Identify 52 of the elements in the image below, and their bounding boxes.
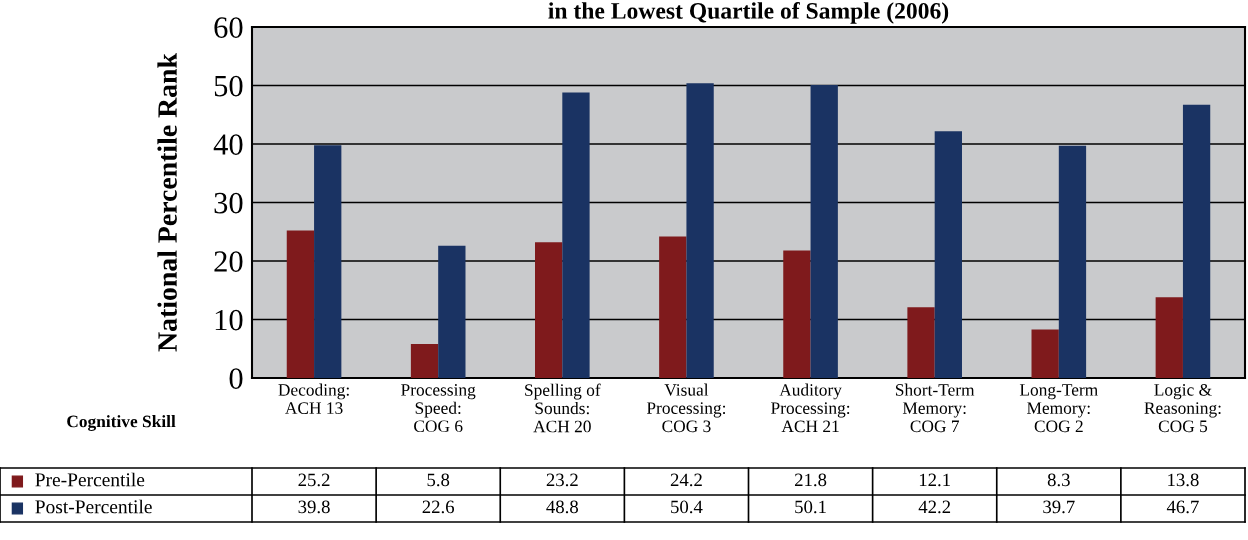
data-label: 25.2 [298, 473, 330, 487]
y-tick-label: 0 [229, 368, 243, 389]
x-axis-title: Cognitive Skill [67, 415, 176, 431]
data-label: 48.8 [546, 500, 578, 514]
bar [535, 242, 563, 378]
data-label: 42.2 [918, 500, 951, 514]
bar [907, 307, 935, 378]
x-tick-label: Decoding: ACH 13 [278, 383, 349, 414]
bar [783, 250, 811, 378]
x-tick-label: Logic & Reasoning: COG 5 [1144, 384, 1221, 433]
data-label: 50.1 [795, 500, 826, 514]
y-tick-label: 60 [214, 17, 243, 38]
y-tick-label: 50 [214, 75, 243, 97]
x-tick-label: Processing Speed: COG 6 [401, 384, 476, 433]
bar [810, 84, 838, 378]
data-label: 13.8 [1168, 473, 1199, 487]
data-label: 21.8 [794, 473, 827, 487]
data-label: 50.4 [671, 500, 703, 514]
y-axis-title: National Percentile Rank [157, 53, 177, 352]
data-label: 22.6 [422, 500, 455, 514]
y-tick-label: 40 [213, 134, 243, 155]
x-tick-label: Spelling of Sounds: ACH 20 [525, 383, 601, 433]
bar [438, 245, 466, 378]
data-label: 12.1 [919, 473, 950, 487]
data-label: 39.8 [298, 500, 330, 514]
legend-label: Post-Percentile [35, 499, 152, 514]
bar [1058, 145, 1087, 378]
legend-label: Pre-Percentile [35, 472, 145, 487]
data-label: 8.3 [1047, 473, 1070, 487]
bar [314, 145, 342, 378]
data-label: 46.7 [1166, 500, 1199, 514]
data-label: 23.2 [546, 473, 578, 487]
y-tick-label: 20 [214, 251, 243, 272]
bar [934, 131, 962, 378]
bar [562, 92, 590, 378]
x-tick-label: Short-Term Memory: COG 7 [895, 383, 975, 433]
y-tick-label: 10 [215, 309, 243, 331]
data-label: 5.8 [427, 473, 450, 487]
bar [286, 230, 315, 378]
x-tick-label: Auditory Processing: ACH 21 [771, 383, 850, 433]
x-tick-label: Long-Term Memory: COG 2 [1019, 384, 1098, 433]
bar [659, 236, 687, 378]
y-tick-label: 30 [214, 192, 243, 214]
bar [410, 344, 439, 378]
data-label: 24.2 [670, 473, 702, 487]
x-tick-label: Visual Processing: COG 3 [646, 383, 726, 433]
bar [1155, 297, 1183, 378]
chart-title: in the Lowest Quartile of Sample (2006) [548, 2, 949, 24]
bar [686, 83, 714, 378]
data-label: 39.7 [1043, 500, 1075, 514]
bar [1031, 329, 1059, 378]
bar [1182, 104, 1211, 378]
